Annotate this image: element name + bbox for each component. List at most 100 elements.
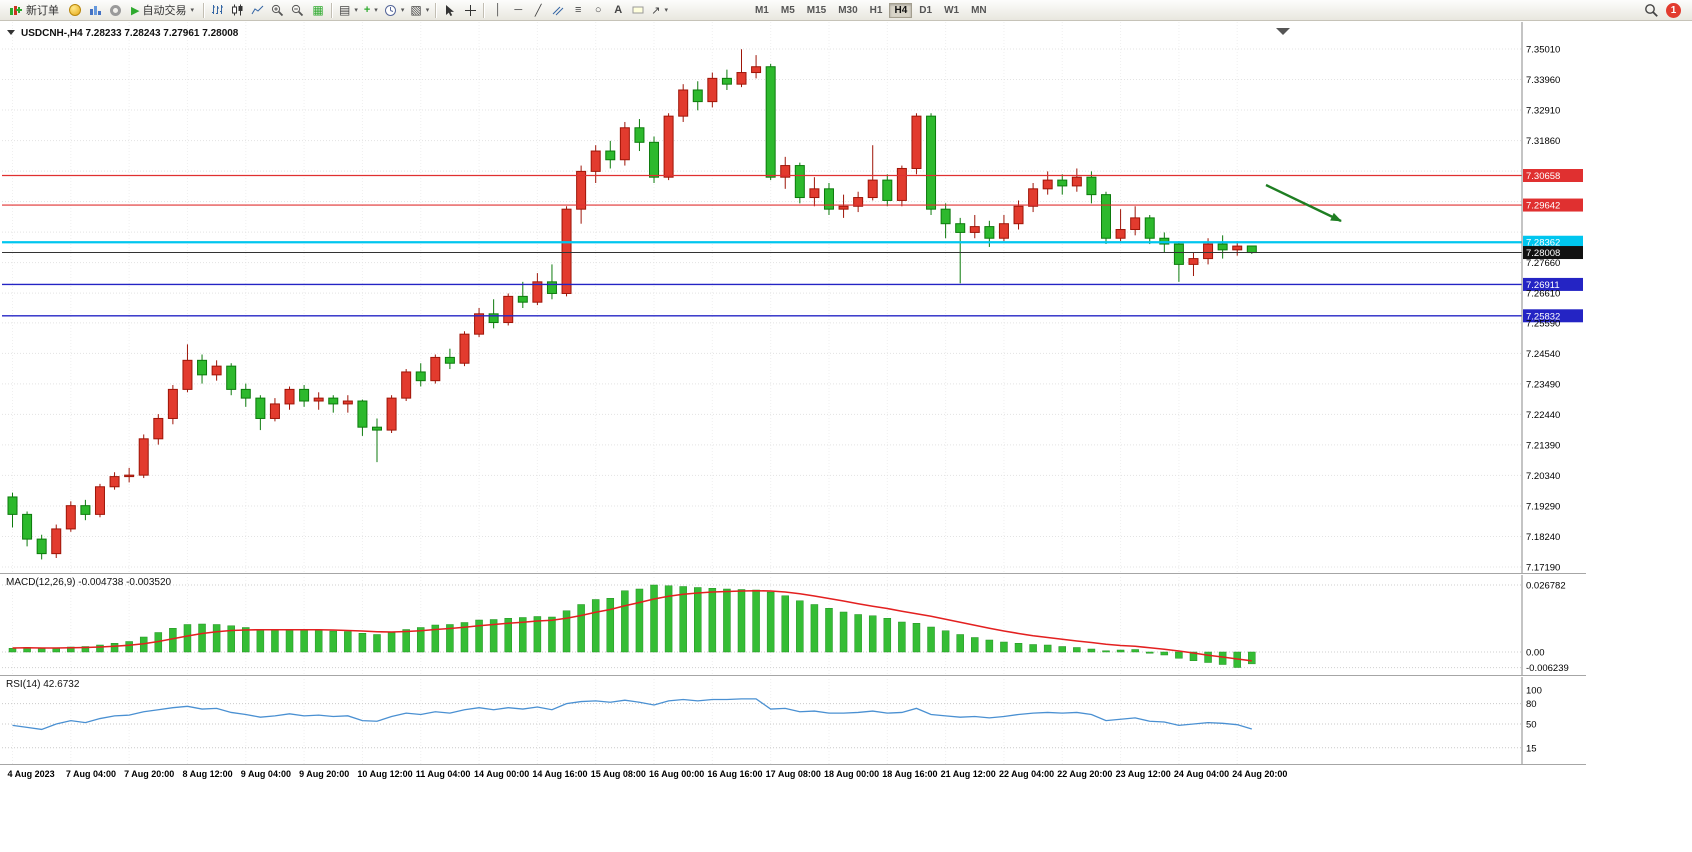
new-chart-button[interactable]: ▤ ▾ (336, 1, 361, 20)
toolbar-separator (435, 2, 438, 18)
search-icon[interactable] (1644, 3, 1659, 18)
svg-text:7.28008: 7.28008 (1526, 248, 1560, 259)
market-watch-button[interactable] (65, 1, 85, 20)
svg-text:7.35010: 7.35010 (1526, 45, 1560, 56)
toolbar-separator (202, 2, 205, 18)
svg-text:24 Aug 04:00: 24 Aug 04:00 (1174, 769, 1229, 779)
horizontal-line-icon: ─ (514, 4, 523, 16)
cursor-icon (444, 4, 456, 17)
timeframe-h4-button[interactable]: H4 (889, 2, 913, 18)
label-button[interactable] (628, 1, 648, 20)
svg-text:7.32910: 7.32910 (1526, 106, 1560, 117)
timeframe-h1-button[interactable]: H1 (865, 3, 888, 18)
svg-text:4 Aug 2023: 4 Aug 2023 (8, 769, 55, 779)
notification-badge[interactable]: 1 (1666, 2, 1681, 18)
vertical-line-icon: │ (494, 4, 502, 16)
chevron-down-icon: ▾ (425, 7, 430, 14)
chart-window[interactable]: 7.30658 7.29642 7.28362 7.26911 7.25832 7.280… (0, 22, 1586, 788)
trendline-icon: ╱ (534, 4, 542, 17)
chart-menu-icon[interactable] (7, 30, 15, 35)
timeframe-m1-button[interactable]: M1 (750, 3, 774, 18)
crosshair-button[interactable] (460, 1, 480, 20)
line-chart-button[interactable] (248, 1, 268, 20)
horizontal-line-object[interactable]: 7.29642 (2, 198, 1583, 212)
svg-text:18 Aug 16:00: 18 Aug 16:00 (882, 769, 937, 779)
zoom-out-icon (291, 4, 304, 17)
crosshair-icon (464, 4, 477, 17)
horizontal-line-button[interactable]: ─ (508, 1, 528, 20)
shapes-button[interactable]: ○ (588, 1, 608, 20)
fibonacci-icon: ≡ (575, 4, 582, 16)
timeframe-mn-button[interactable]: MN (966, 3, 992, 18)
auto-trading-play-icon: ▶ (131, 4, 140, 17)
svg-text:7.30658: 7.30658 (1526, 171, 1560, 182)
svg-text:7.21390: 7.21390 (1526, 440, 1560, 451)
channel-icon (552, 4, 565, 16)
svg-text:80: 80 (1526, 699, 1537, 710)
zoom-out-button[interactable] (288, 1, 308, 20)
svg-text:-0.006239: -0.006239 (1526, 663, 1569, 674)
timeframe-m30-button[interactable]: M30 (833, 3, 862, 18)
svg-text:7.25832: 7.25832 (1526, 311, 1560, 322)
rsi-label: RSI(14) 42.6732 (6, 679, 80, 690)
chart-title: USDCNH-,H4 7.28233 7.28243 7.27961 7.280… (21, 28, 239, 39)
candlestick-chart-button[interactable] (228, 1, 248, 20)
trendline-button[interactable]: ╱ (528, 1, 548, 20)
time-axis[interactable]: 4 Aug 2023 7 Aug 04:00 7 Aug 20:00 8 Aug 12… (8, 769, 1288, 779)
macd-label: MACD(12,26,9) -0.004738 -0.003520 (6, 577, 172, 588)
horizontal-line-object[interactable]: 7.28362 (2, 235, 1583, 249)
svg-text:21 Aug 12:00: 21 Aug 12:00 (941, 769, 996, 779)
rsi-panel: 100 80 50 15 RSI(14) 42.6732 (2, 679, 1542, 754)
vertical-line-button[interactable]: │ (488, 1, 508, 20)
svg-text:100: 100 (1526, 686, 1542, 697)
cursor-button[interactable] (440, 1, 460, 20)
svg-text:10 Aug 12:00: 10 Aug 12:00 (357, 769, 412, 779)
templates-button[interactable]: ▧ ▾ (407, 1, 432, 20)
svg-text:7.31860: 7.31860 (1526, 136, 1560, 147)
panel-divider[interactable] (0, 764, 1586, 766)
macd-panel: 0.026782 0.00 -0.006239 MACD(12,26,9) -0.00… (2, 577, 1569, 674)
bar-chart-icon (211, 4, 224, 16)
svg-text:7.28362: 7.28362 (1526, 238, 1560, 249)
timeframe-m5-button[interactable]: M5 (776, 3, 800, 18)
svg-text:0.026782: 0.026782 (1526, 581, 1566, 592)
data-window-button[interactable] (85, 1, 105, 20)
tile-windows-button[interactable]: ▦ (308, 1, 328, 20)
channel-button[interactable] (548, 1, 568, 20)
text-button[interactable]: A (608, 1, 628, 20)
arrows-button[interactable]: ↗ ▾ (648, 1, 671, 20)
toolbar-separator (330, 2, 333, 18)
chart-canvas[interactable]: 7.30658 7.29642 7.28362 7.26911 7.25832 7.280… (0, 22, 1586, 788)
svg-text:7.17190: 7.17190 (1526, 563, 1560, 574)
timeframe-m15-button[interactable]: M15 (802, 3, 831, 18)
price-axis[interactable]: 7.35010 7.33960 7.32910 7.31860 7.27660 7.266… (1521, 22, 1560, 764)
chevron-down-icon: ▾ (190, 7, 194, 14)
navigator-button[interactable] (105, 1, 125, 20)
panel-divider[interactable] (0, 675, 1586, 677)
panel-divider[interactable] (0, 573, 1586, 575)
lightbulb-icon (69, 4, 81, 16)
grid (2, 22, 1522, 764)
timeframe-d1-button[interactable]: D1 (914, 3, 937, 18)
indicators-button[interactable]: + ▾ (361, 1, 381, 20)
candlestick-icon (231, 4, 244, 16)
horizontal-line-object[interactable]: 7.25832 (2, 309, 1583, 323)
fibonacci-button[interactable]: ≡ (568, 1, 588, 20)
toolbar: 新订单 ▶ 自动交易 ▾ (0, 0, 1692, 21)
new-order-button[interactable]: 新订单 (3, 1, 65, 20)
auto-trading-button[interactable]: ▶ 自动交易 ▾ (125, 1, 200, 20)
periods-button[interactable]: ▾ (381, 1, 408, 20)
svg-text:7 Aug 04:00: 7 Aug 04:00 (66, 769, 116, 779)
trend-arrow-object[interactable] (1265, 183, 1344, 225)
horizontal-line-object[interactable]: 7.26911 (2, 277, 1583, 291)
svg-text:7.29642: 7.29642 (1526, 201, 1560, 212)
svg-text:8 Aug 12:00: 8 Aug 12:00 (182, 769, 232, 779)
timeframe-w1-button[interactable]: W1 (939, 3, 964, 18)
templates-icon: ▧ (410, 3, 422, 17)
zoom-in-button[interactable] (268, 1, 288, 20)
svg-text:11 Aug 04:00: 11 Aug 04:00 (416, 769, 471, 779)
horizontal-line-object[interactable]: 7.30658 (2, 169, 1583, 183)
bar-chart-button[interactable] (208, 1, 228, 20)
chart-shift-marker[interactable] (1276, 28, 1290, 35)
svg-text:7 Aug 20:00: 7 Aug 20:00 (124, 769, 174, 779)
